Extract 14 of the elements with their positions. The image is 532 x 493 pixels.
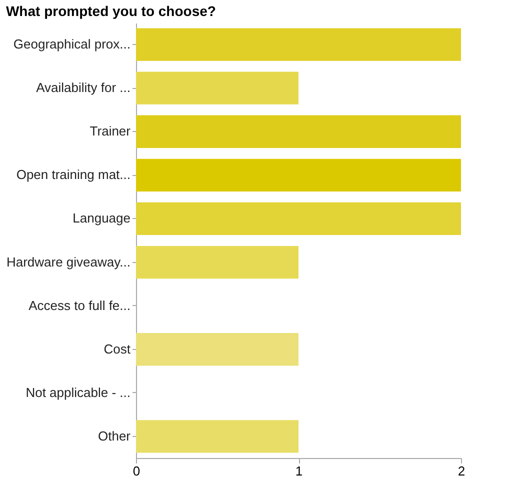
y-tick-label: Geographical prox... — [13, 36, 130, 52]
y-tick-label: Hardware giveaway... — [6, 254, 130, 270]
y-tick-label: Cost — [104, 341, 131, 356]
y-tick-label: Language — [72, 210, 130, 226]
y-tick-label: Open training mat... — [16, 167, 130, 182]
y-tick-label: Access to full fe... — [28, 298, 130, 313]
y-tick-label: Not applicable - ... — [26, 384, 130, 400]
chart-title: What prompted you to choose? — [6, 3, 216, 19]
x-tick-label: 1 — [295, 464, 303, 478]
y-tick-label: Other — [98, 428, 132, 444]
x-tick-label: 2 — [458, 464, 466, 478]
y-tick-label: Availability for ... — [36, 80, 130, 96]
x-tick-label: 0 — [132, 464, 140, 478]
y-tick-label: Trainer — [90, 124, 132, 139]
